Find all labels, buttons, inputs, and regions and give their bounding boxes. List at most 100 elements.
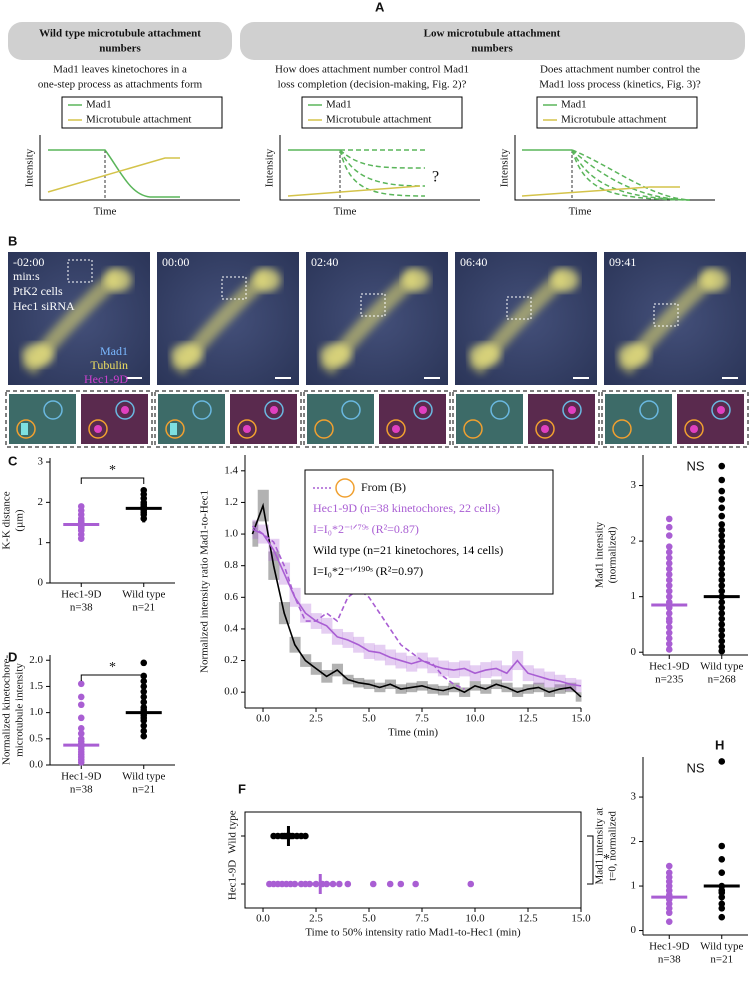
channel-label: Mad1 <box>100 344 128 358</box>
x-tick-label: Wild type <box>700 941 743 953</box>
mad1-spot <box>21 423 28 435</box>
x-tick-label: Hec1-9D <box>649 661 689 673</box>
data-point <box>718 869 726 876</box>
data-point <box>718 615 726 623</box>
axis <box>39 135 240 201</box>
frame-annotation: min:s <box>13 269 40 283</box>
y-tick-label: 0 <box>38 577 44 589</box>
data-point <box>718 626 726 634</box>
inset-hec1 <box>81 394 148 444</box>
data-point <box>718 576 726 584</box>
panel-label: B <box>8 233 17 248</box>
legend-fit: I=I₀*2⁻ᵗᐟ⁷⁹ˢ (R²=0.87) <box>313 522 419 536</box>
axis-label: Intensity <box>499 148 511 187</box>
y-tick-label: 2 <box>631 535 637 547</box>
data-point <box>665 576 673 584</box>
x-tick-label: 7.5 <box>415 713 429 725</box>
data-point <box>336 880 343 888</box>
kinetochore-circle <box>562 400 582 420</box>
kinetochore-circle <box>711 400 731 420</box>
data-point <box>665 646 673 653</box>
attachment-curve <box>287 185 421 197</box>
significance: NS <box>686 760 704 775</box>
data-point <box>140 688 148 695</box>
timestamp: 00:00 <box>162 255 189 269</box>
significance: * <box>603 852 610 867</box>
data-point <box>718 632 726 639</box>
axis-label: Time <box>334 206 357 218</box>
roi-box <box>360 293 386 317</box>
y-tick-label: 1.5 <box>29 680 43 692</box>
x-tick-label: n=38 <box>658 954 681 966</box>
inset-hec1 <box>528 394 595 444</box>
x-tick-label: Hec1-9D <box>61 589 101 601</box>
data-point <box>718 537 726 545</box>
kinetochore-spot <box>121 406 129 414</box>
inset-hec1 <box>677 394 744 444</box>
legend-box <box>301 96 463 129</box>
data-point <box>718 548 726 556</box>
data-point <box>665 862 673 870</box>
kinetochore-spot <box>392 425 400 433</box>
y-tick-label: 0.2 <box>224 654 238 666</box>
y-axis-label: Mad1 intensity <box>594 521 606 588</box>
x-tick-label: n=38 <box>70 602 93 614</box>
y-tick-label: 3 <box>631 791 637 803</box>
axis <box>514 135 715 201</box>
question-text: How does attachment number control Mad1 <box>275 64 469 76</box>
kinetochore-circle <box>612 419 632 439</box>
inset-frame <box>154 390 302 448</box>
kinetochore-circle <box>639 400 659 420</box>
inset-mad1 <box>307 394 374 444</box>
x-tick-label: 12.5 <box>518 713 538 725</box>
legend-text: Hec1-9D (n=38 kinetochores, 22 cells) <box>313 501 500 515</box>
data-point <box>665 582 673 589</box>
panel-label: A <box>375 0 385 14</box>
data-point <box>718 554 726 562</box>
y-axis-label: Normalized kinetochore- <box>1 655 13 766</box>
data-point <box>77 714 85 722</box>
kinetochore-circle <box>413 400 433 420</box>
data-point <box>302 832 309 840</box>
x-tick-label: 7.5 <box>415 913 429 925</box>
data-point <box>665 593 673 600</box>
header-box <box>240 22 745 60</box>
data-point <box>665 571 673 578</box>
legend-text: Microtubule attachment <box>561 114 666 126</box>
kinetochore-spot <box>243 425 251 433</box>
spindle-pole <box>618 343 650 367</box>
x-tick-label: Wild type <box>122 771 165 783</box>
kinetochore-circle <box>314 419 334 439</box>
timestamp: 09:41 <box>609 255 636 269</box>
data-point <box>718 913 726 921</box>
data-point <box>412 880 419 888</box>
x-tick-label: Wild type <box>700 661 743 673</box>
spindle-pole <box>253 268 281 292</box>
y-tick-label: 1 <box>38 536 44 548</box>
y-tick-label: 3 <box>38 456 44 468</box>
legend-marker <box>335 478 355 498</box>
figure-content: ABCDEFGHWild type microtubule attachment… <box>1 0 749 966</box>
kinetochore-circle <box>341 400 361 420</box>
data-point <box>718 543 726 550</box>
timestamp: -02:00 <box>13 255 44 269</box>
data-point <box>718 582 726 589</box>
panel-label: D <box>8 649 17 664</box>
y-axis-label: (normalized) <box>607 526 619 583</box>
axis-label: Time <box>569 206 592 218</box>
legend-text: Mad1 <box>561 99 587 111</box>
attachment-curve <box>521 186 680 197</box>
series-line <box>251 502 582 698</box>
legend-text: Microtubule attachment <box>326 114 431 126</box>
data-point <box>140 659 148 667</box>
spindle-pole <box>402 268 430 292</box>
spindle-pole <box>104 268 132 292</box>
data-point <box>140 732 148 740</box>
legend-box <box>61 96 223 129</box>
mad1-spot <box>170 423 177 435</box>
data-point <box>718 496 726 503</box>
kinetochore-spot <box>568 406 576 414</box>
legend-box <box>304 469 554 595</box>
data-point <box>665 635 673 642</box>
y-tick-label: 0.8 <box>224 559 238 571</box>
